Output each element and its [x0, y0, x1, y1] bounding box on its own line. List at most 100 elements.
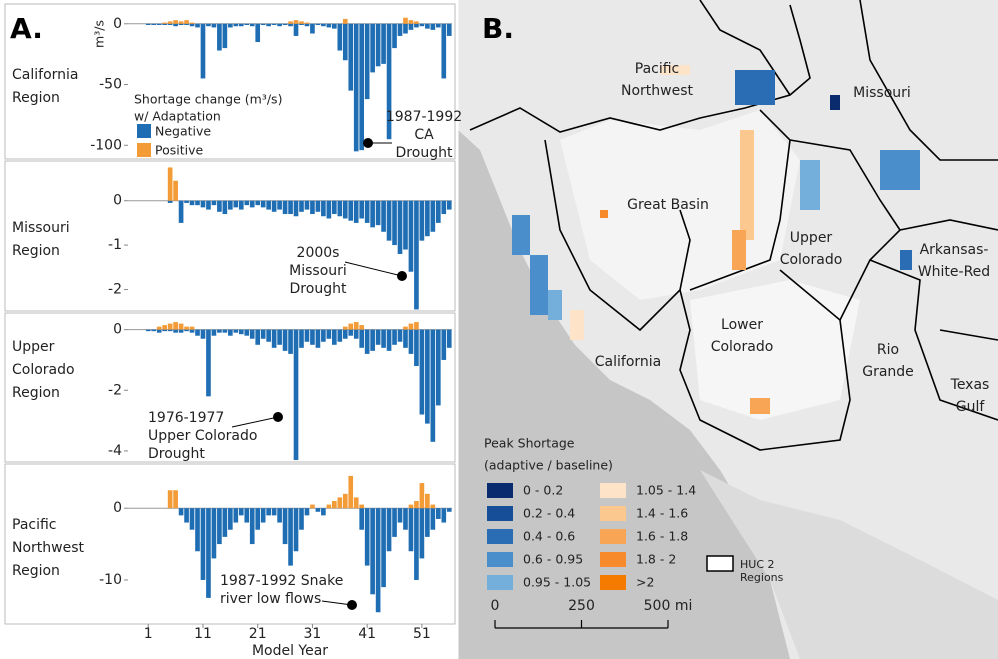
- bar: [189, 200, 195, 206]
- bar: [184, 20, 189, 24]
- bar: [348, 200, 354, 221]
- bar: [392, 200, 397, 246]
- bar: [337, 329, 343, 342]
- bar: [271, 508, 277, 516]
- bar: [375, 23, 381, 67]
- annotation: 1987-1992: [386, 109, 462, 125]
- bar: [419, 508, 425, 559]
- panel-frame: [4, 463, 456, 625]
- bar: [446, 508, 452, 512]
- bar: [353, 200, 359, 223]
- bar: [310, 23, 315, 34]
- bar: [211, 508, 217, 559]
- annotation-leader: [344, 261, 403, 277]
- bar: [304, 200, 310, 210]
- bar: [348, 475, 354, 509]
- legend-label: >2: [636, 575, 654, 590]
- bar: [375, 329, 381, 345]
- bar: [353, 497, 359, 509]
- panel-frame: [4, 312, 456, 463]
- bar: [277, 508, 282, 523]
- bar: [293, 20, 299, 24]
- y-tick-label: -4: [108, 443, 122, 459]
- annotation-dot: [397, 271, 407, 281]
- annotation-dot: [347, 600, 357, 610]
- bar: [441, 508, 447, 523]
- bar: [293, 508, 299, 552]
- bar: [288, 508, 293, 566]
- bar: [195, 508, 200, 552]
- bar: [238, 200, 244, 210]
- bar: [195, 329, 200, 336]
- bar: [167, 23, 173, 26]
- bar: [414, 329, 419, 367]
- shortage-cells: [512, 65, 920, 414]
- bar: [282, 200, 288, 215]
- legend-label: 0.4 - 0.6: [523, 529, 575, 544]
- bar: [167, 323, 173, 330]
- bar: [282, 329, 288, 351]
- bar: [249, 23, 255, 27]
- bar: [145, 23, 151, 26]
- bar: [178, 23, 184, 26]
- bar: [173, 329, 178, 333]
- bar: [386, 508, 392, 552]
- legend-swatch: [600, 575, 626, 590]
- bar: [408, 323, 414, 330]
- bar: [342, 326, 348, 330]
- bar: [217, 508, 222, 545]
- bar: [184, 326, 189, 330]
- bar: [156, 326, 162, 330]
- bar: [408, 329, 414, 354]
- bar: [277, 200, 282, 210]
- bar: [326, 504, 332, 509]
- bar: [288, 21, 293, 24]
- bar: [381, 329, 386, 348]
- bar: [332, 200, 337, 215]
- annotation: Drought: [148, 446, 205, 462]
- panel-frame: [4, 3, 456, 160]
- bar: [425, 200, 430, 237]
- y-tick-label: -1: [108, 237, 122, 253]
- bar: [222, 200, 228, 215]
- region-name: Arkansas-: [920, 242, 989, 258]
- bar: [435, 508, 441, 519]
- bar: [408, 504, 414, 509]
- annotation: 1976-1977: [148, 410, 224, 426]
- bar: [189, 326, 195, 330]
- bar: [206, 23, 211, 27]
- bar: [310, 329, 315, 345]
- annotation: 1987-1992 Snake: [220, 573, 343, 589]
- bar: [200, 329, 206, 339]
- x-tick-label: 41: [358, 626, 376, 642]
- bar: [370, 508, 375, 595]
- bar: [255, 23, 261, 43]
- bar: [167, 167, 173, 201]
- bar: [178, 329, 184, 333]
- legend-title: w/ Adaptation: [134, 109, 221, 124]
- bar: [315, 200, 321, 212]
- bar: [145, 329, 151, 332]
- bar: [386, 200, 392, 241]
- bar: [348, 323, 354, 330]
- bar: [359, 200, 365, 219]
- scale-label: 250: [568, 598, 595, 614]
- region-name: Texas: [950, 377, 990, 393]
- bar: [321, 508, 326, 516]
- bar: [184, 200, 189, 203]
- bar: [288, 329, 293, 354]
- bar: [342, 329, 348, 339]
- y-tick-label: -100: [90, 137, 122, 153]
- region-name: Colorado: [780, 252, 843, 268]
- bar: [430, 200, 436, 232]
- bar: [342, 18, 348, 24]
- bar: [326, 329, 332, 339]
- legend-title: (adaptive / baseline): [484, 458, 613, 473]
- region-label: California: [12, 67, 78, 83]
- bar: [233, 508, 239, 523]
- bar: [217, 23, 222, 51]
- bar: [217, 329, 222, 333]
- bar: [304, 329, 310, 342]
- bar: [299, 508, 304, 530]
- bar: [233, 200, 239, 208]
